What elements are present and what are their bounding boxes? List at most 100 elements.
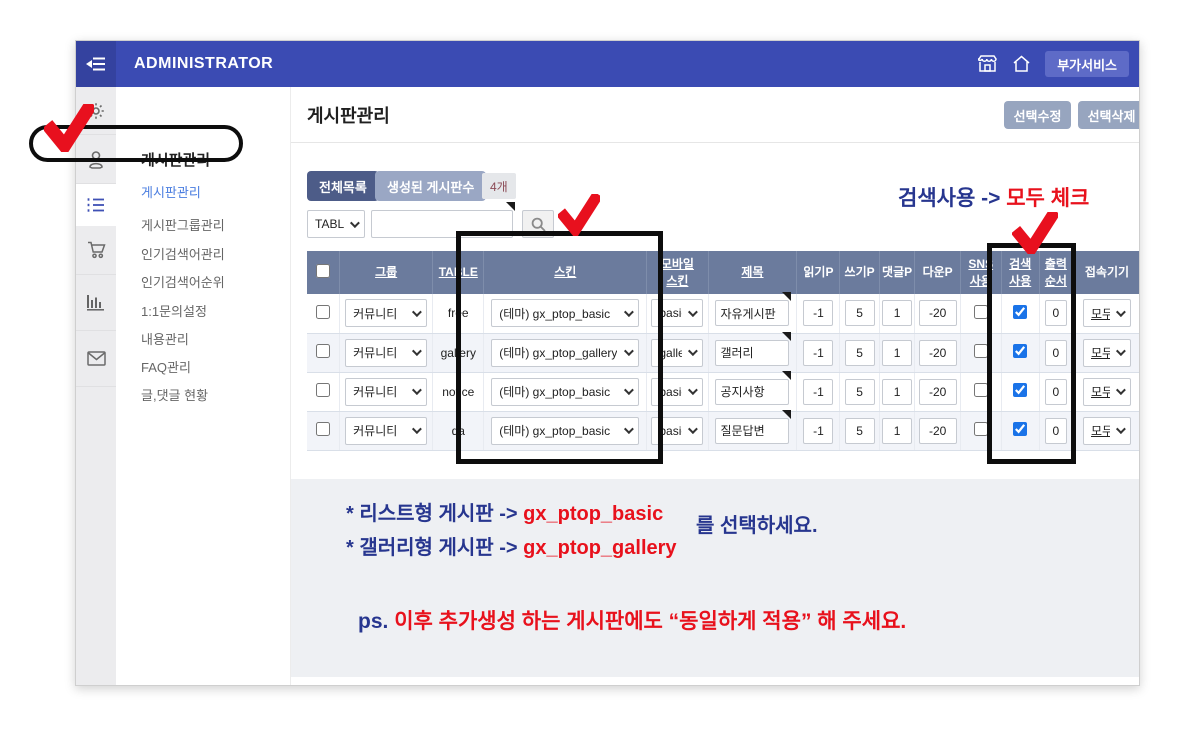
boards-table: 그룹 TABLE 스킨 모바일 스킨 제목 읽기P 쓰기P 댓글P 다운P SN…	[307, 251, 1139, 451]
sidebar-item-board-group[interactable]: 게시판그룹관리	[141, 218, 225, 233]
col-header-skin[interactable]: 스킨	[554, 265, 577, 280]
col-header-sns-use[interactable]: SNS 사용	[968, 257, 994, 288]
chevron-down-icon	[1115, 306, 1126, 317]
sidebar-item-content-manage[interactable]: 내용관리	[141, 332, 189, 347]
title-input[interactable]	[715, 417, 790, 444]
title-input[interactable]	[715, 300, 790, 327]
download-permission-input[interactable]	[918, 417, 957, 444]
mobile-skin-select[interactable]: basic	[651, 377, 704, 406]
row-select-checkbox[interactable]	[316, 383, 331, 397]
search-input[interactable]	[371, 210, 513, 238]
rail-item-mail[interactable]	[76, 331, 116, 387]
sidebar: 게시판관리 게시판관리 게시판그룹관리 인기검색어관리 인기검색어순위 1:1문…	[116, 87, 291, 685]
table-name-cell: notice	[432, 372, 485, 412]
bar-chart-icon	[87, 295, 104, 311]
order-input[interactable]	[1044, 300, 1067, 327]
order-input[interactable]	[1044, 378, 1067, 405]
store-icon[interactable]	[977, 54, 997, 74]
group-select[interactable]: 커뮤니티	[345, 338, 428, 367]
search-use-checkbox[interactable]	[1013, 383, 1028, 397]
col-header-order[interactable]: 출력 순서	[1044, 257, 1067, 288]
table-filter-select[interactable]: TABLE	[307, 210, 365, 238]
sidebar-item-inquiry-settings[interactable]: 1:1문의설정	[141, 304, 207, 319]
rail-item-settings[interactable]	[76, 87, 116, 135]
rail-item-users[interactable]	[76, 135, 116, 184]
home-icon[interactable]	[1011, 54, 1031, 74]
comment-permission-input[interactable]	[882, 417, 913, 444]
download-permission-input[interactable]	[918, 300, 957, 327]
read-permission-input[interactable]	[803, 417, 834, 444]
sns-use-checkbox[interactable]	[973, 422, 988, 436]
group-select[interactable]: 커뮤니티	[345, 377, 428, 406]
device-select[interactable]: 모두	[1082, 299, 1131, 328]
title-input[interactable]	[715, 378, 790, 405]
header-divider	[291, 142, 1139, 143]
read-permission-input[interactable]	[803, 300, 834, 327]
edit-selected-button[interactable]: 선택수정	[1004, 101, 1071, 129]
search-use-checkbox[interactable]	[1013, 422, 1028, 436]
delete-selected-button[interactable]: 선택삭제	[1078, 101, 1139, 129]
sidebar-item-popular-keyword-manage[interactable]: 인기검색어관리	[141, 247, 225, 262]
addon-service-button[interactable]: 부가서비스	[1045, 51, 1129, 77]
mobile-skin-select[interactable]: basic	[651, 299, 704, 328]
mobile-skin-select[interactable]: basic	[651, 416, 704, 445]
col-header-title[interactable]: 제목	[741, 265, 764, 280]
sns-use-checkbox[interactable]	[973, 383, 988, 397]
collapse-menu-button[interactable]	[76, 41, 116, 87]
comment-permission-input[interactable]	[882, 339, 913, 366]
group-select[interactable]: 커뮤니티	[345, 416, 428, 445]
skin-select[interactable]: (테마) gx_ptop_basic	[491, 299, 640, 328]
skin-select[interactable]: (테마) gx_ptop_gallery	[491, 338, 640, 367]
corner-marker	[506, 202, 515, 211]
sns-use-checkbox[interactable]	[973, 344, 988, 358]
col-header-search-use[interactable]: 검색 사용	[1009, 257, 1032, 288]
row-select-checkbox[interactable]	[316, 344, 331, 358]
search-use-checkbox[interactable]	[1013, 304, 1028, 319]
device-select[interactable]: 모두	[1082, 377, 1131, 406]
read-permission-input[interactable]	[803, 378, 834, 405]
list-icon	[87, 198, 104, 212]
skin-select[interactable]: (테마) gx_ptop_basic	[491, 416, 640, 445]
sns-use-checkbox[interactable]	[973, 304, 988, 319]
row-select-checkbox[interactable]	[316, 304, 331, 319]
download-permission-input[interactable]	[918, 378, 957, 405]
download-permission-input[interactable]	[918, 339, 957, 366]
order-input[interactable]	[1044, 339, 1067, 366]
row-select-checkbox[interactable]	[316, 422, 331, 436]
col-header-group[interactable]: 그룹	[375, 265, 398, 280]
title-input[interactable]	[715, 339, 790, 366]
instruction-ps: ps. 이후 추가생성 하는 게시판에도 “동일하게 적용” 해 주세요.	[358, 610, 907, 633]
device-select[interactable]: 모두	[1082, 338, 1131, 367]
app-title: ADMINISTRATOR	[134, 55, 274, 72]
comment-permission-input[interactable]	[882, 300, 913, 327]
topbar: ADMINISTRATOR 부가서비스	[76, 41, 1139, 87]
col-header-mobile-skin[interactable]: 모바일 스킨	[660, 257, 694, 288]
sidebar-item-popular-keyword-rank[interactable]: 인기검색어순위	[141, 275, 225, 290]
search-button[interactable]	[522, 210, 554, 238]
sidebar-item-faq-manage[interactable]: FAQ관리	[141, 360, 191, 375]
sidebar-item-board-manage[interactable]: 게시판관리	[141, 185, 201, 200]
rail-item-shop[interactable]	[76, 226, 116, 275]
sidebar-item-post-comment-status[interactable]: 글,댓글 현황	[141, 388, 209, 403]
skin-select[interactable]: (테마) gx_ptop_basic	[491, 377, 640, 406]
device-select[interactable]: 모두	[1082, 416, 1131, 445]
write-permission-input[interactable]	[844, 300, 875, 327]
write-permission-input[interactable]	[844, 339, 875, 366]
rail-item-boards[interactable]	[76, 184, 116, 226]
search-use-checkbox[interactable]	[1013, 344, 1028, 358]
order-input[interactable]	[1044, 417, 1067, 444]
table-name-cell: free	[432, 294, 485, 334]
col-header-table[interactable]: TABLE	[438, 265, 478, 280]
chevron-down-icon	[412, 346, 422, 357]
write-permission-input[interactable]	[844, 378, 875, 405]
tab-created-boards[interactable]: 생성된 게시판수	[375, 171, 487, 201]
write-permission-input[interactable]	[844, 417, 875, 444]
tab-all-list[interactable]: 전체목록	[307, 171, 379, 201]
group-select[interactable]: 커뮤니티	[345, 299, 428, 328]
comment-permission-input[interactable]	[882, 378, 913, 405]
select-all-checkbox[interactable]	[316, 264, 331, 278]
read-permission-input[interactable]	[803, 339, 834, 366]
mobile-skin-select[interactable]: gallery	[651, 338, 704, 367]
rail-item-statistics[interactable]	[76, 275, 116, 331]
chevron-down-icon	[349, 217, 360, 228]
